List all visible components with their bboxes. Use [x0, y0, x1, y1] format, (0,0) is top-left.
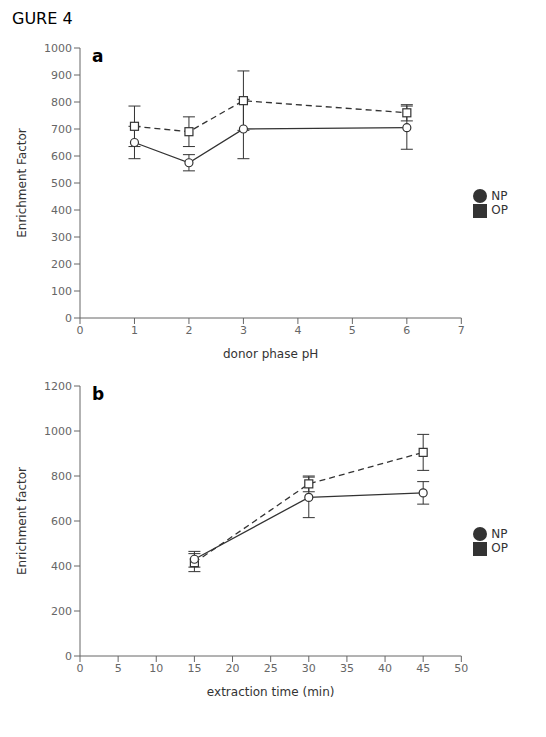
svg-text:0: 0: [65, 650, 72, 663]
html-text:OP: OP: [491, 541, 508, 555]
svg-text:35: 35: [340, 662, 354, 675]
svg-text:4: 4: [294, 324, 301, 337]
svg-text:0: 0: [77, 662, 84, 675]
html-text:GURE 4: GURE 4: [12, 9, 73, 28]
svg-text:2: 2: [185, 324, 192, 337]
svg-text:extraction time (min): extraction time (min): [207, 685, 335, 699]
svg-text:Enrichment factor: Enrichment factor: [15, 467, 29, 575]
svg-text:0: 0: [77, 324, 84, 337]
svg-text:25: 25: [264, 662, 278, 675]
svg-text:40: 40: [378, 662, 392, 675]
svg-text:6: 6: [403, 324, 410, 337]
html-text:b: b: [92, 384, 105, 404]
svg-text:7: 7: [458, 324, 465, 337]
html-text:NP: NP: [491, 188, 508, 203]
svg-text:300: 300: [51, 231, 72, 244]
svg-text:3: 3: [240, 324, 247, 337]
svg-text:1: 1: [131, 324, 138, 337]
html-text:OP: OP: [491, 203, 508, 217]
svg-text:600: 600: [51, 515, 72, 528]
svg-text:1000: 1000: [44, 42, 72, 55]
svg-text:100: 100: [51, 285, 72, 298]
svg-text:600: 600: [51, 150, 72, 163]
svg-text:15: 15: [187, 662, 201, 675]
svg-text:Enrichment Factor: Enrichment Factor: [15, 128, 29, 238]
svg-text:5: 5: [349, 324, 356, 337]
svg-text:800: 800: [51, 470, 72, 483]
svg-text:400: 400: [51, 204, 72, 217]
svg-text:700: 700: [51, 123, 72, 136]
svg-text:5: 5: [115, 662, 122, 675]
svg-text:0: 0: [65, 312, 72, 325]
svg-text:20: 20: [226, 662, 240, 675]
svg-text:1200: 1200: [44, 380, 72, 393]
svg-text:400: 400: [51, 560, 72, 573]
svg-text:30: 30: [302, 662, 316, 675]
svg-text:donor phase pH: donor phase pH: [223, 347, 318, 361]
svg-text:200: 200: [51, 605, 72, 618]
html-text:a: a: [92, 46, 104, 66]
svg-text:900: 900: [51, 69, 72, 82]
svg-text:200: 200: [51, 258, 72, 271]
svg-text:1000: 1000: [44, 425, 72, 438]
html-text:NP: NP: [491, 526, 508, 541]
svg-text:500: 500: [51, 177, 72, 190]
svg-text:10: 10: [149, 662, 163, 675]
svg-text:50: 50: [454, 662, 468, 675]
svg-text:800: 800: [51, 96, 72, 109]
svg-text:45: 45: [416, 662, 430, 675]
